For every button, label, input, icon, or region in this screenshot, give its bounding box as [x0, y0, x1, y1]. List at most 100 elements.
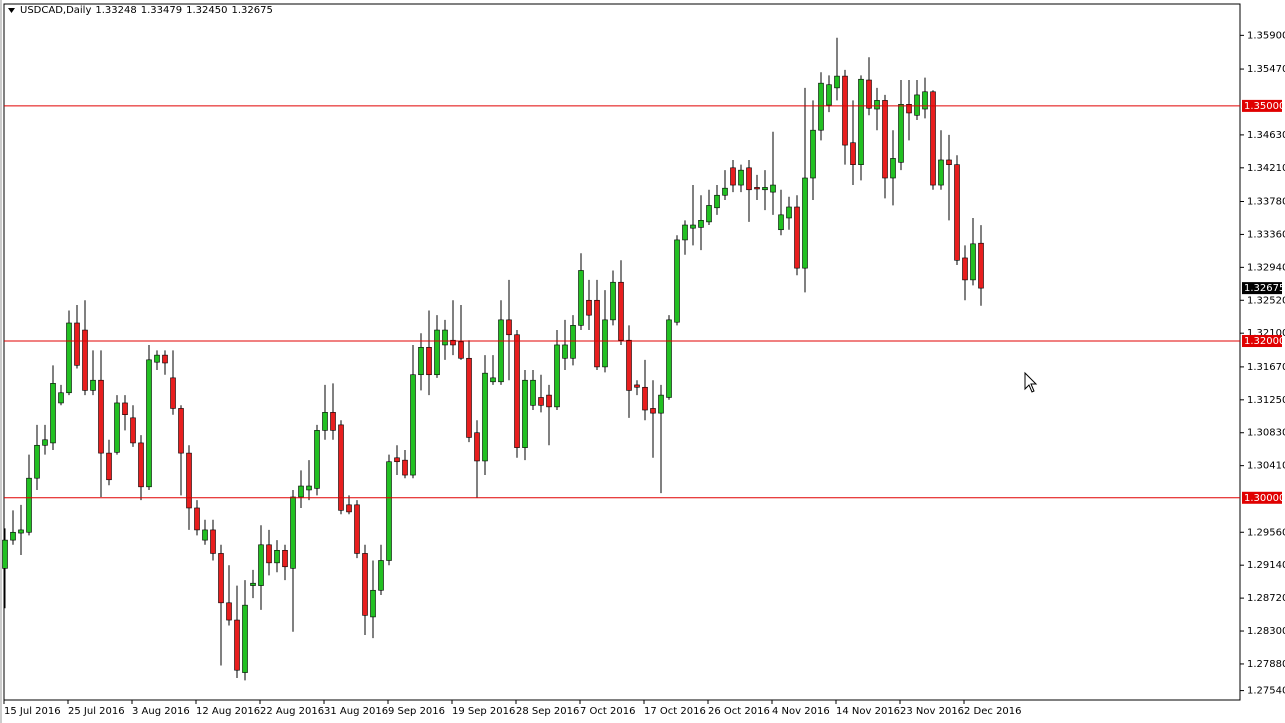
y-tick-label: 1.34630 [1247, 130, 1285, 141]
candle-body [666, 319, 672, 398]
candle-body [674, 239, 680, 323]
y-tick-label: 1.27880 [1247, 659, 1285, 670]
candle-body [922, 91, 928, 110]
candle-body [138, 442, 144, 488]
candle-body [298, 485, 304, 498]
candle-body [386, 461, 392, 561]
candle-body [146, 359, 152, 488]
x-tick-label: 9 Sep 2016 [388, 706, 445, 717]
candle-body [610, 281, 616, 321]
x-tick-label: 22 Aug 2016 [260, 706, 324, 717]
candle-body [194, 507, 200, 531]
candle-body [90, 379, 96, 391]
menu-arrow[interactable] [8, 7, 16, 15]
candle-body [362, 553, 368, 616]
candle-body [882, 100, 888, 179]
y-tick-label: 1.35900 [1247, 30, 1285, 41]
candle-body [170, 377, 176, 409]
candle-body [58, 392, 64, 404]
candle-body [354, 504, 360, 554]
candle-body [498, 319, 504, 383]
candle-body [794, 206, 800, 269]
candle-body [250, 582, 256, 586]
mouse-cursor [1024, 371, 1038, 393]
level-label-box [1242, 99, 1282, 112]
y-tick-label: 1.35470 [1247, 64, 1285, 75]
candle-body [266, 544, 272, 564]
candle-body [290, 496, 296, 569]
x-tick-label: 23 Nov 2016 [900, 706, 964, 717]
candle-body [370, 589, 376, 618]
candle-body [634, 384, 640, 388]
candle-body [786, 206, 792, 219]
candle-body [106, 452, 112, 481]
candle-body [338, 424, 344, 511]
candle-body [730, 167, 736, 186]
candle-body [410, 374, 416, 476]
ohlc-label: 1.33248 [95, 5, 137, 16]
candle-body [970, 243, 976, 281]
candle-body [18, 529, 24, 534]
candle-body [314, 430, 320, 489]
candle-body [762, 187, 768, 191]
candle-body [202, 529, 208, 541]
candle-body [898, 104, 904, 163]
candle-body [626, 339, 632, 391]
candle-body [962, 257, 968, 281]
candle-body [914, 94, 920, 116]
candle-body [658, 394, 664, 414]
candle-body [74, 322, 80, 366]
candle-body [242, 604, 248, 673]
candle-body [234, 619, 240, 671]
y-tick-label: 1.30410 [1247, 461, 1285, 472]
candle-body [570, 325, 576, 359]
candle-body [714, 194, 720, 209]
candle-body [482, 372, 488, 462]
candle-body [650, 408, 656, 414]
x-tick-label: 14 Nov 2016 [836, 706, 900, 717]
level-label: 1.32000 [1244, 336, 1285, 347]
candle-body [594, 299, 600, 368]
candle-body [34, 444, 40, 479]
candle-body [98, 379, 104, 454]
candle-body [218, 553, 224, 604]
candle-body [586, 299, 592, 316]
level-label: 1.30000 [1244, 493, 1285, 504]
candle-body [434, 329, 440, 376]
candle-body [818, 82, 824, 131]
x-tick-label: 25 Jul 2016 [68, 706, 125, 717]
y-tick-label: 1.31250 [1247, 395, 1285, 406]
candle-body [874, 100, 880, 110]
candle-body [938, 159, 944, 186]
candle-body [802, 177, 808, 269]
y-tick-label: 1.32520 [1247, 295, 1285, 306]
y-tick-label: 1.33780 [1247, 197, 1285, 208]
x-tick-label: 26 Oct 2016 [708, 706, 770, 717]
candle-body [274, 549, 280, 564]
candle-body [210, 529, 216, 554]
candle-body [442, 329, 448, 346]
x-tick-label: 31 Aug 2016 [324, 706, 388, 717]
candle-body [506, 319, 512, 336]
y-tick-label: 1.29140 [1247, 560, 1285, 571]
candle-body [26, 477, 32, 533]
candle-body [842, 75, 848, 146]
candle-body [42, 439, 48, 446]
x-tick-label: 2 Dec 2016 [964, 706, 1022, 717]
candle-body [2, 539, 8, 569]
candle-body [50, 383, 56, 444]
candle-body [322, 412, 328, 431]
candle-body [10, 531, 16, 541]
y-tick-label: 1.28300 [1247, 626, 1285, 637]
level-label-box [1242, 491, 1282, 504]
candle-body [890, 158, 896, 179]
candle-body [346, 504, 352, 513]
candle-body [850, 142, 856, 165]
candle-body [698, 220, 704, 228]
candle-body [754, 187, 760, 190]
x-tick-label: 17 Oct 2016 [644, 706, 706, 717]
candle-body [682, 224, 688, 241]
x-tick-label: 7 Oct 2016 [580, 706, 635, 717]
candle-body [258, 544, 264, 586]
